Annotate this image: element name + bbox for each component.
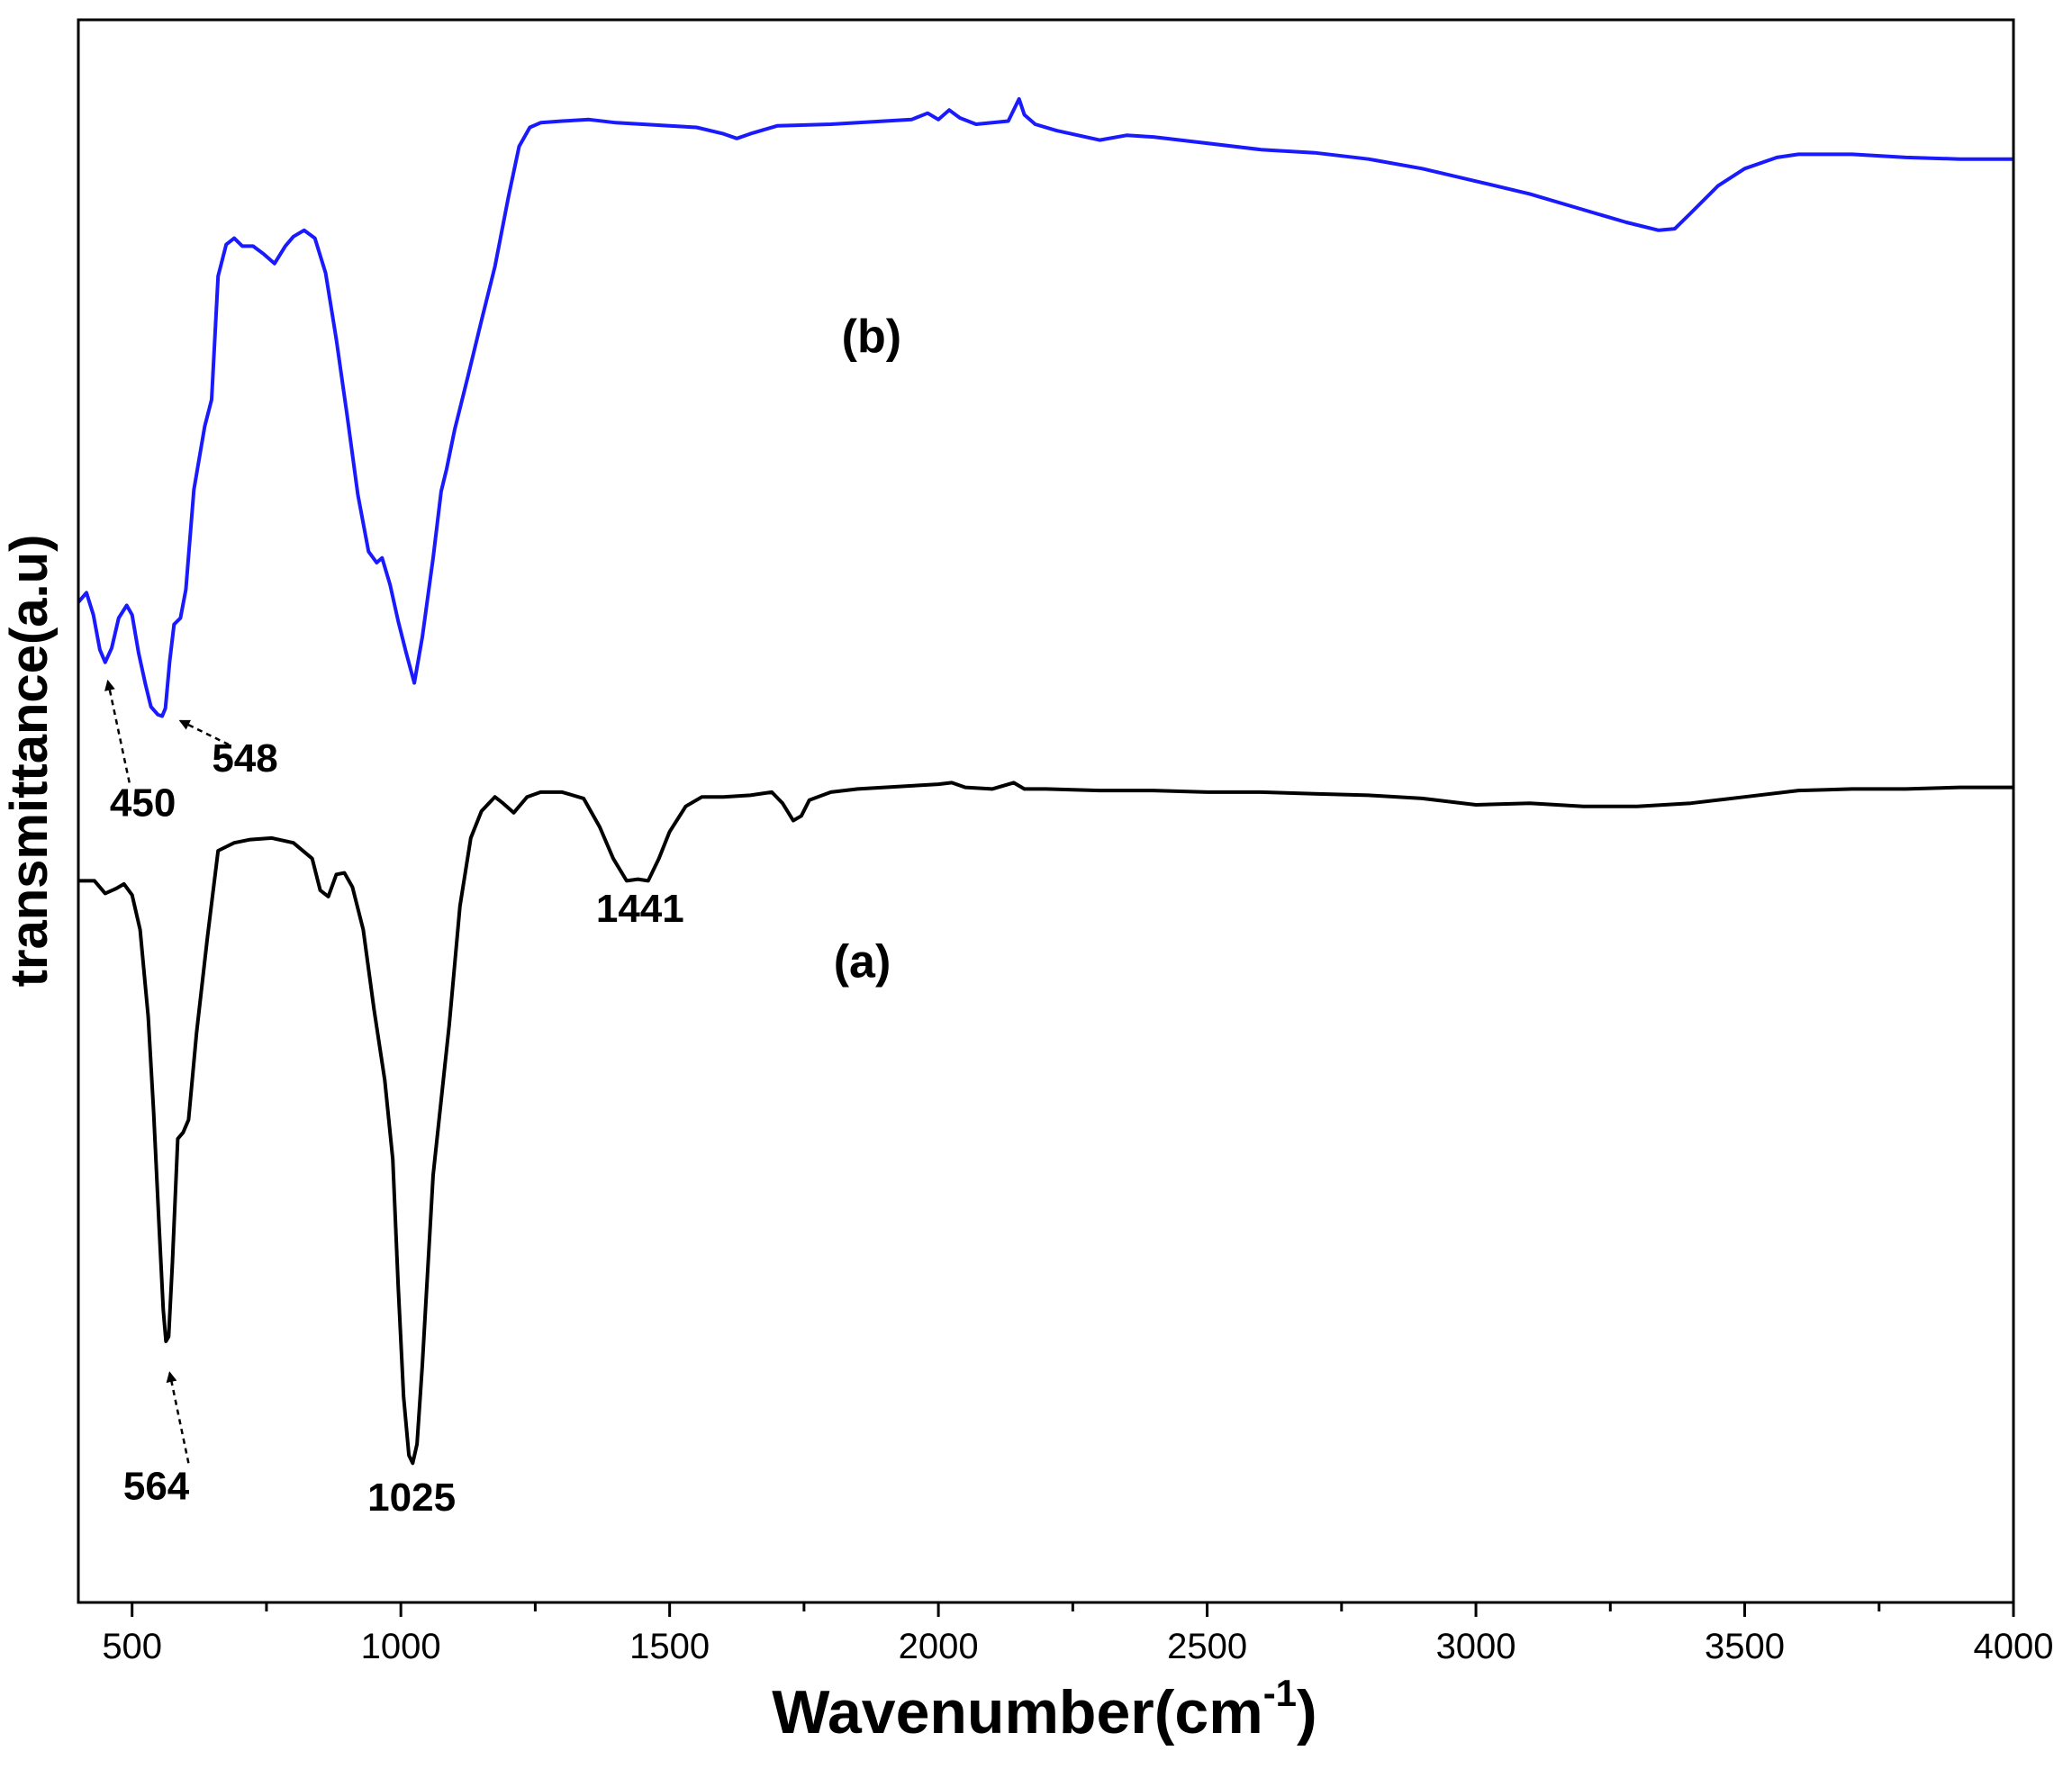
x-tick-label: 1500 <box>629 1627 710 1666</box>
peak-label-1441: 1441 <box>596 887 684 931</box>
peak-arrow-564 <box>166 1371 190 1464</box>
peak-arrow-548 <box>178 719 230 746</box>
x-tick-label: 1000 <box>361 1627 441 1666</box>
peak-label-564: 564 <box>123 1465 190 1509</box>
series-label-b: (b) <box>842 311 901 363</box>
annotation-layer: 450 548 564 1025 1441 <box>104 679 684 1520</box>
x-axis-label: Wavenumber(cm-1) <box>772 1672 1316 1746</box>
x-axis-label-close: ) <box>1297 1678 1317 1746</box>
series-line-a <box>78 781 2013 1466</box>
series-layer: (b) (a) <box>77 96 2013 1466</box>
peak-label-548: 548 <box>212 736 277 781</box>
peak-label-1025: 1025 <box>367 1476 456 1520</box>
x-tick-label: 3000 <box>1436 1627 1516 1666</box>
peak-arrow-450 <box>104 679 131 783</box>
x-axis-label-main: Wavenumber(cm <box>772 1678 1262 1746</box>
x-axis-label-superscript: -1 <box>1263 1672 1297 1714</box>
peak-label-450: 450 <box>110 781 176 825</box>
x-tick-label: 500 <box>102 1627 162 1666</box>
x-tick-label: 3500 <box>1705 1627 1785 1666</box>
plot-frame <box>77 18 2015 1604</box>
y-axis-label: transmittance(a.u) <box>0 535 59 988</box>
x-tick-label: 2000 <box>899 1627 979 1666</box>
x-tick-label: 4000 <box>1974 1627 2054 1666</box>
x-tick-label: 2500 <box>1167 1627 1247 1666</box>
series-line-b <box>77 96 2013 718</box>
x-axis-ticks: 500 1000 1500 2000 2500 3000 3500 4000 <box>102 1602 2053 1666</box>
series-label-a: (a) <box>834 936 891 988</box>
